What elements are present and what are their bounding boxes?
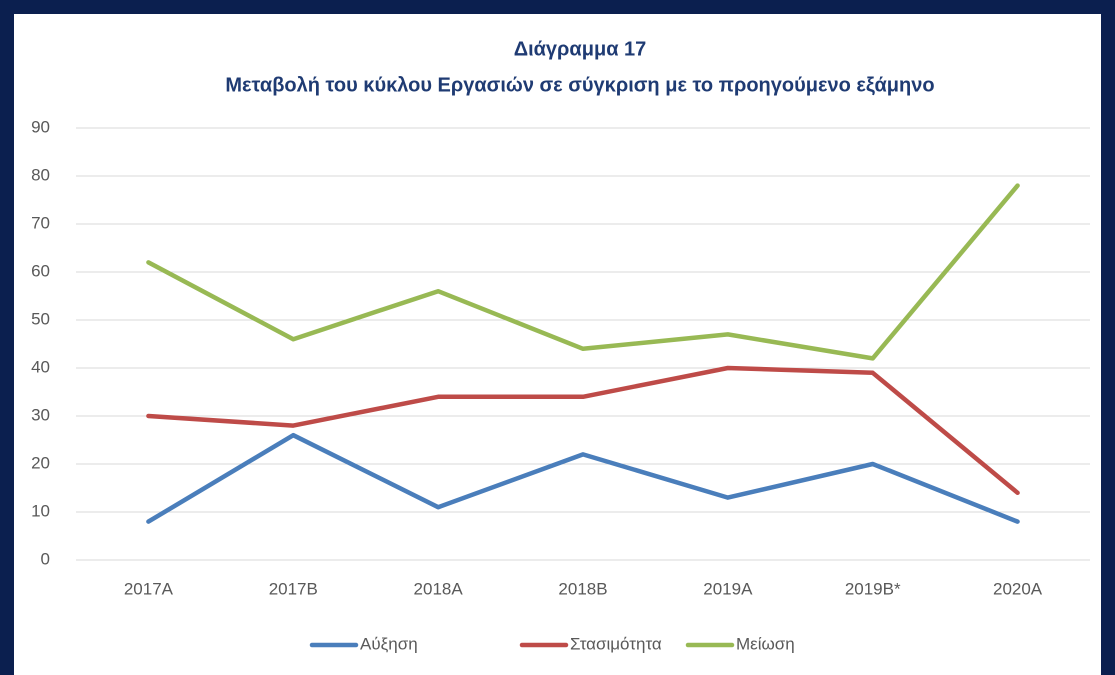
y-tick-label: 50 bbox=[31, 309, 50, 328]
y-tick-label: 40 bbox=[31, 357, 50, 376]
y-tick-label: 80 bbox=[31, 165, 50, 184]
legend-label: Μείωση bbox=[736, 634, 795, 653]
chart-subtitle: Μεταβολή του κύκλου Εργασιών σε σύγκριση… bbox=[225, 74, 934, 96]
y-tick-label: 90 bbox=[31, 117, 50, 136]
x-tick-label: 2017A bbox=[124, 579, 174, 598]
x-tick-label: 2018B bbox=[558, 579, 607, 598]
y-tick-label: 70 bbox=[31, 213, 50, 232]
x-tick-label: 2018A bbox=[414, 579, 464, 598]
y-tick-label: 0 bbox=[41, 549, 50, 568]
x-tick-label: 2017B bbox=[269, 579, 318, 598]
y-tick-label: 30 bbox=[31, 405, 50, 424]
x-tick-label: 2019B* bbox=[845, 579, 901, 598]
x-tick-label: 2019A bbox=[703, 579, 753, 598]
series-line bbox=[146, 183, 1020, 361]
x-tick-label: 2020A bbox=[993, 579, 1043, 598]
series-line bbox=[146, 432, 1020, 524]
series-line bbox=[146, 365, 1020, 496]
legend-label: Αύξηση bbox=[360, 634, 418, 653]
y-tick-label: 20 bbox=[31, 453, 50, 472]
y-tick-label: 60 bbox=[31, 261, 50, 280]
y-tick-label: 10 bbox=[31, 501, 50, 520]
legend-label: Στασιμότητα bbox=[570, 634, 662, 653]
chart-title: Διάγραμμα 17 bbox=[514, 38, 647, 60]
